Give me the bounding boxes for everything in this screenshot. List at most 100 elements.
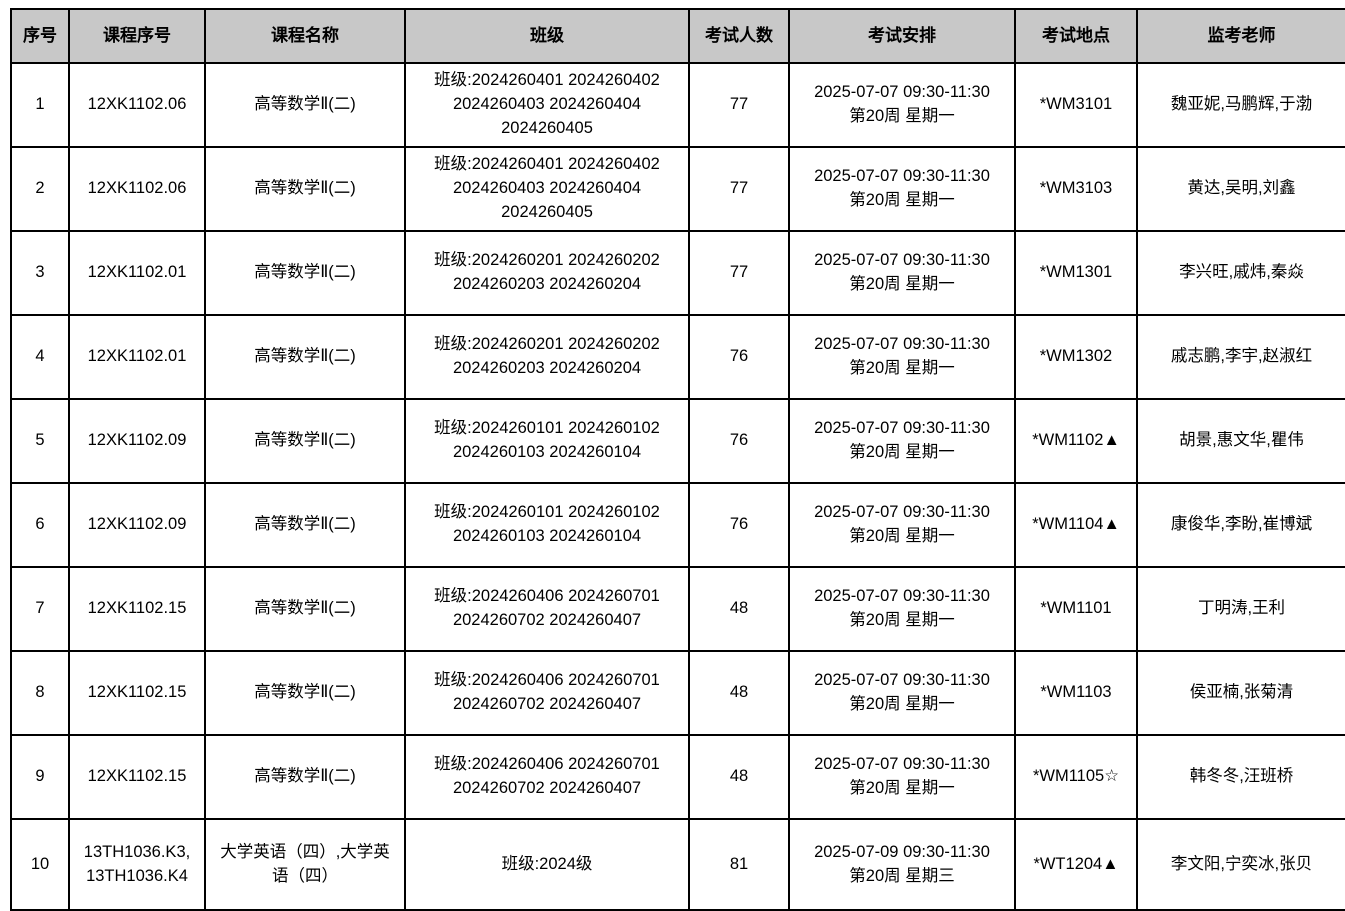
cell-exam-count: 48 — [688, 650, 790, 736]
cell-exam-schedule: 2025-07-07 09:30-11:30 第20周 星期一 — [788, 566, 1016, 652]
cell-exam-location: *WM1101 — [1014, 566, 1138, 652]
cell-exam-location: *WM1103 — [1014, 650, 1138, 736]
cell-exam-location: *WM3103 — [1014, 146, 1138, 232]
cell-exam-location: *WM1104▲ — [1014, 482, 1138, 568]
table-row: 8 12XK1102.15 高等数学Ⅱ(二) 班级:2024260406 202… — [10, 650, 1345, 736]
cell-classes: 班级:2024260101 2024260102 2024260103 2024… — [404, 398, 690, 484]
col-header-course-name: 课程名称 — [204, 8, 406, 64]
cell-index: 5 — [10, 398, 70, 484]
cell-exam-count: 77 — [688, 62, 790, 148]
col-header-invigilators: 监考老师 — [1136, 8, 1345, 64]
table-row: 10 13TH1036.K3, 13TH1036.K4 大学英语（四）,大学英语… — [10, 818, 1345, 911]
cell-course-name: 大学英语（四）,大学英语（四） — [204, 818, 406, 911]
cell-index: 3 — [10, 230, 70, 316]
cell-course-no: 12XK1102.15 — [68, 566, 206, 652]
cell-invigilators: 李文阳,宁奕冰,张贝 — [1136, 818, 1345, 911]
cell-exam-schedule: 2025-07-09 09:30-11:30 第20周 星期三 — [788, 818, 1016, 911]
cell-exam-location: *WM1302 — [1014, 314, 1138, 400]
cell-exam-schedule: 2025-07-07 09:30-11:30 第20周 星期一 — [788, 398, 1016, 484]
cell-index: 6 — [10, 482, 70, 568]
cell-classes: 班级:2024260401 2024260402 2024260403 2024… — [404, 146, 690, 232]
col-header-classes: 班级 — [404, 8, 690, 64]
cell-course-no: 12XK1102.06 — [68, 62, 206, 148]
cell-course-no: 12XK1102.06 — [68, 146, 206, 232]
cell-exam-count: 48 — [688, 566, 790, 652]
cell-course-no: 12XK1102.15 — [68, 650, 206, 736]
cell-exam-count: 77 — [688, 146, 790, 232]
col-header-exam-schedule: 考试安排 — [788, 8, 1016, 64]
col-header-index: 序号 — [10, 8, 70, 64]
cell-index: 1 — [10, 62, 70, 148]
cell-exam-schedule: 2025-07-07 09:30-11:30 第20周 星期一 — [788, 650, 1016, 736]
cell-classes: 班级:2024级 — [404, 818, 690, 911]
table-row: 9 12XK1102.15 高等数学Ⅱ(二) 班级:2024260406 202… — [10, 734, 1345, 820]
cell-exam-schedule: 2025-07-07 09:30-11:30 第20周 星期一 — [788, 146, 1016, 232]
exam-schedule-container: 序号 课程序号 课程名称 班级 考试人数 考试安排 考试地点 监考老师 1 12… — [10, 8, 1345, 911]
cell-course-name: 高等数学Ⅱ(二) — [204, 650, 406, 736]
cell-invigilators: 黄达,吴明,刘鑫 — [1136, 146, 1345, 232]
cell-course-no: 12XK1102.01 — [68, 314, 206, 400]
cell-index: 8 — [10, 650, 70, 736]
cell-index: 9 — [10, 734, 70, 820]
cell-course-name: 高等数学Ⅱ(二) — [204, 734, 406, 820]
cell-index: 4 — [10, 314, 70, 400]
cell-classes: 班级:2024260201 2024260202 2024260203 2024… — [404, 230, 690, 316]
cell-exam-location: *WM1105☆ — [1014, 734, 1138, 820]
cell-invigilators: 李兴旺,戚炜,秦焱 — [1136, 230, 1345, 316]
cell-course-no: 13TH1036.K3, 13TH1036.K4 — [68, 818, 206, 911]
cell-course-no: 12XK1102.15 — [68, 734, 206, 820]
cell-exam-count: 77 — [688, 230, 790, 316]
cell-invigilators: 韩冬冬,汪班桥 — [1136, 734, 1345, 820]
cell-exam-schedule: 2025-07-07 09:30-11:30 第20周 星期一 — [788, 482, 1016, 568]
cell-course-name: 高等数学Ⅱ(二) — [204, 398, 406, 484]
cell-invigilators: 侯亚楠,张菊清 — [1136, 650, 1345, 736]
cell-exam-schedule: 2025-07-07 09:30-11:30 第20周 星期一 — [788, 734, 1016, 820]
table-row: 2 12XK1102.06 高等数学Ⅱ(二) 班级:2024260401 202… — [10, 146, 1345, 232]
cell-index: 10 — [10, 818, 70, 911]
cell-course-no: 12XK1102.09 — [68, 398, 206, 484]
cell-classes: 班级:2024260201 2024260202 2024260203 2024… — [404, 314, 690, 400]
cell-exam-location: *WM3101 — [1014, 62, 1138, 148]
cell-course-name: 高等数学Ⅱ(二) — [204, 146, 406, 232]
cell-invigilators: 丁明涛,王利 — [1136, 566, 1345, 652]
cell-exam-schedule: 2025-07-07 09:30-11:30 第20周 星期一 — [788, 62, 1016, 148]
cell-classes: 班级:2024260406 2024260701 2024260702 2024… — [404, 734, 690, 820]
cell-exam-location: *WT1204▲ — [1014, 818, 1138, 911]
table-row: 4 12XK1102.01 高等数学Ⅱ(二) 班级:2024260201 202… — [10, 314, 1345, 400]
table-row: 1 12XK1102.06 高等数学Ⅱ(二) 班级:2024260401 202… — [10, 62, 1345, 148]
exam-schedule-table: 序号 课程序号 课程名称 班级 考试人数 考试安排 考试地点 监考老师 1 12… — [10, 8, 1345, 911]
cell-classes: 班级:2024260401 2024260402 2024260403 2024… — [404, 62, 690, 148]
cell-exam-location: *WM1301 — [1014, 230, 1138, 316]
col-header-course-no: 课程序号 — [68, 8, 206, 64]
cell-classes: 班级:2024260406 2024260701 2024260702 2024… — [404, 650, 690, 736]
cell-exam-count: 76 — [688, 482, 790, 568]
cell-classes: 班级:2024260101 2024260102 2024260103 2024… — [404, 482, 690, 568]
cell-invigilators: 戚志鹏,李宇,赵淑红 — [1136, 314, 1345, 400]
cell-index: 2 — [10, 146, 70, 232]
table-row: 5 12XK1102.09 高等数学Ⅱ(二) 班级:2024260101 202… — [10, 398, 1345, 484]
cell-exam-count: 48 — [688, 734, 790, 820]
table-row: 6 12XK1102.09 高等数学Ⅱ(二) 班级:2024260101 202… — [10, 482, 1345, 568]
cell-invigilators: 魏亚妮,马鹏辉,于渤 — [1136, 62, 1345, 148]
cell-index: 7 — [10, 566, 70, 652]
cell-exam-count: 76 — [688, 314, 790, 400]
cell-exam-location: *WM1102▲ — [1014, 398, 1138, 484]
cell-exam-count: 76 — [688, 398, 790, 484]
cell-classes: 班级:2024260406 2024260701 2024260702 2024… — [404, 566, 690, 652]
cell-course-name: 高等数学Ⅱ(二) — [204, 566, 406, 652]
table-row: 3 12XK1102.01 高等数学Ⅱ(二) 班级:2024260201 202… — [10, 230, 1345, 316]
cell-course-name: 高等数学Ⅱ(二) — [204, 62, 406, 148]
col-header-exam-count: 考试人数 — [688, 8, 790, 64]
cell-exam-count: 81 — [688, 818, 790, 911]
cell-course-name: 高等数学Ⅱ(二) — [204, 482, 406, 568]
cell-course-no: 12XK1102.09 — [68, 482, 206, 568]
col-header-exam-location: 考试地点 — [1014, 8, 1138, 64]
header-row: 序号 课程序号 课程名称 班级 考试人数 考试安排 考试地点 监考老师 — [10, 8, 1345, 64]
table-row: 7 12XK1102.15 高等数学Ⅱ(二) 班级:2024260406 202… — [10, 566, 1345, 652]
cell-course-name: 高等数学Ⅱ(二) — [204, 230, 406, 316]
cell-course-no: 12XK1102.01 — [68, 230, 206, 316]
cell-invigilators: 胡景,惠文华,瞿伟 — [1136, 398, 1345, 484]
cell-exam-schedule: 2025-07-07 09:30-11:30 第20周 星期一 — [788, 314, 1016, 400]
cell-invigilators: 康俊华,李盼,崔博斌 — [1136, 482, 1345, 568]
cell-exam-schedule: 2025-07-07 09:30-11:30 第20周 星期一 — [788, 230, 1016, 316]
